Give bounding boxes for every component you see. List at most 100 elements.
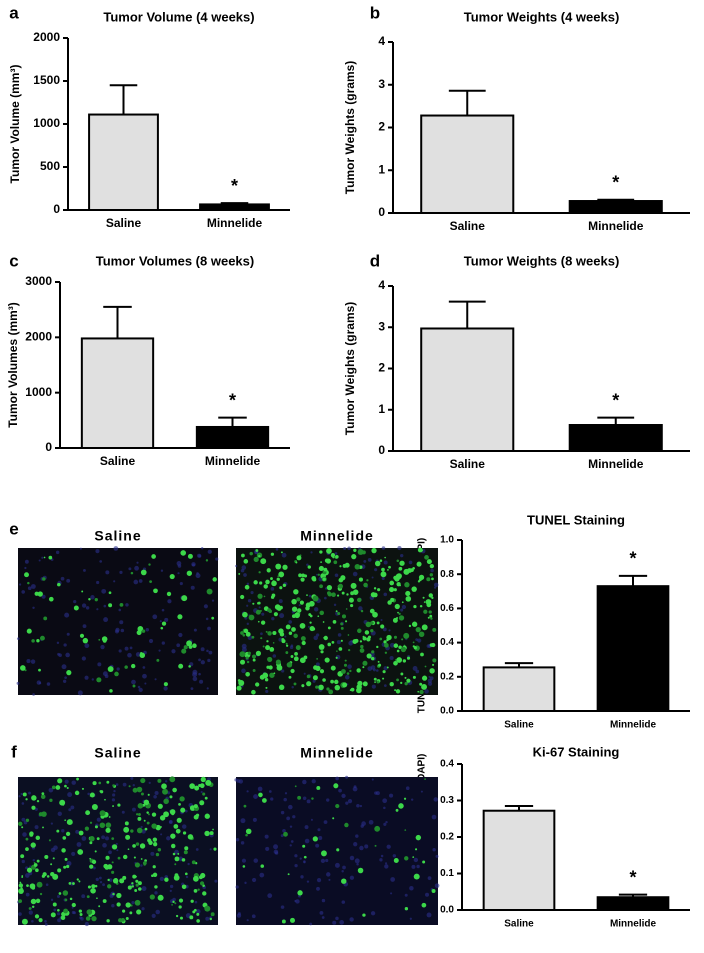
cell — [265, 645, 271, 651]
cell — [19, 881, 22, 884]
nucleus — [122, 782, 127, 787]
cell — [251, 635, 255, 639]
cell — [272, 642, 275, 644]
micrograph-cells — [234, 775, 440, 926]
y-tick-label: 1000 — [25, 385, 52, 399]
nucleus — [119, 570, 123, 574]
nucleus — [371, 576, 374, 579]
nucleus — [372, 668, 376, 672]
cell — [336, 594, 340, 597]
cell — [163, 798, 169, 805]
cell — [42, 872, 47, 877]
nucleus — [200, 790, 203, 794]
cell — [20, 887, 23, 890]
cell — [319, 669, 325, 674]
cell — [396, 657, 403, 663]
cell — [382, 670, 386, 674]
cell — [415, 627, 421, 633]
nucleus — [128, 567, 132, 571]
cell — [348, 648, 351, 652]
cell — [27, 581, 30, 585]
cell — [50, 863, 53, 866]
nucleus — [382, 627, 387, 632]
cell — [174, 902, 177, 905]
cell — [39, 892, 43, 896]
cell — [100, 790, 104, 794]
cell — [379, 637, 383, 641]
cell — [319, 584, 323, 589]
nucleus — [316, 886, 320, 891]
bar — [420, 114, 515, 214]
cell — [52, 873, 59, 880]
nucleus — [102, 883, 106, 887]
nucleus — [77, 690, 83, 696]
micrograph-cells — [17, 776, 218, 927]
cell — [140, 778, 146, 784]
cell — [85, 810, 91, 816]
nucleus — [79, 547, 82, 550]
cell — [399, 560, 405, 566]
cell — [31, 885, 36, 890]
cell — [429, 573, 434, 577]
cell — [270, 577, 273, 580]
chart-title: Tumor Weights (4 weeks) — [464, 9, 620, 24]
cell — [30, 898, 37, 905]
x-tick-label: Saline — [100, 454, 136, 468]
nucleus — [100, 644, 105, 650]
cell — [341, 669, 346, 674]
nucleus — [142, 673, 147, 679]
nucleus — [265, 846, 270, 851]
nucleus — [148, 638, 154, 644]
nucleus — [32, 693, 35, 696]
nucleus — [18, 795, 21, 798]
nucleus — [62, 679, 67, 683]
nucleus — [24, 566, 27, 570]
cell — [52, 857, 55, 860]
cell — [360, 609, 364, 613]
cell — [384, 556, 386, 559]
cell — [31, 795, 37, 801]
nucleus — [194, 900, 198, 904]
cell — [163, 811, 169, 818]
cell — [122, 854, 128, 860]
cell — [432, 658, 437, 663]
nucleus — [267, 893, 273, 899]
nucleus — [82, 624, 87, 629]
cell — [273, 612, 278, 617]
nucleus — [116, 667, 120, 671]
nucleus — [294, 899, 297, 903]
cell — [295, 561, 298, 564]
cell — [290, 655, 294, 658]
nucleus — [246, 582, 250, 586]
cell — [403, 797, 407, 800]
nucleus — [113, 580, 116, 583]
cell — [181, 648, 187, 654]
cell — [42, 826, 44, 829]
cell — [303, 574, 308, 578]
cell — [383, 640, 387, 644]
nucleus — [150, 851, 155, 856]
cell — [77, 849, 84, 855]
cell — [357, 867, 364, 874]
nucleus — [353, 842, 358, 847]
nucleus — [203, 604, 208, 609]
cell — [407, 596, 410, 599]
cell — [296, 597, 301, 602]
cell — [43, 616, 48, 621]
cell — [209, 917, 213, 921]
nucleus — [16, 637, 20, 641]
cell — [91, 915, 97, 922]
cell — [291, 598, 297, 605]
cell — [259, 581, 263, 585]
nucleus — [280, 905, 285, 909]
nucleus — [354, 858, 360, 864]
cell — [149, 894, 155, 900]
cell — [38, 668, 41, 672]
cell — [296, 555, 302, 561]
nucleus — [29, 865, 32, 868]
cell — [94, 884, 98, 888]
nucleus — [196, 572, 199, 575]
cell — [362, 681, 368, 687]
nucleus — [278, 637, 283, 642]
cell — [107, 884, 112, 889]
